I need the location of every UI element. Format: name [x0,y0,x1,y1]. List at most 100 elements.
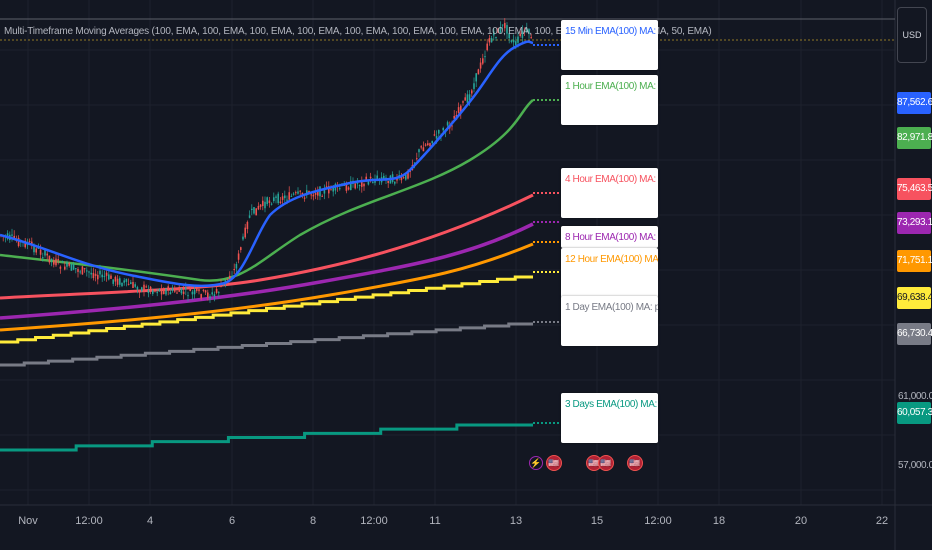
candle-body [473,83,475,89]
candle-body [193,289,196,295]
candle-body [167,286,169,290]
candle-body [123,280,125,283]
candle-body [218,292,220,294]
candle-body [92,272,95,279]
candle-body [385,177,387,179]
candle-body [347,187,350,190]
candle-body [119,278,121,285]
ema-3d-line [0,423,533,452]
candle-body [86,270,88,272]
candle-body [407,171,409,179]
us-flag-event-icon[interactable]: 🇺🇸 [598,455,614,471]
candle-body [88,271,90,273]
candle-body [72,264,75,270]
candle-body [66,262,68,267]
candle-body [266,197,268,205]
time-axis-label: 8 [309,515,317,527]
price-tag-12h: 71,751.14 [897,250,932,272]
candle-body [361,180,363,187]
candle-body [114,276,117,282]
indicator-title[interactable]: Multi-Timeframe Moving Averages (100, EM… [4,26,712,37]
candle-body [462,101,464,103]
currency-button[interactable]: USD [897,7,927,63]
ma-label-1d: 1 Day EMA(100) MA: price66730 [561,296,658,346]
candle-body [479,62,482,69]
candle-body [277,193,279,204]
candle-body [482,58,484,64]
candle-body [358,185,361,187]
time-axis-label: 12:00 [75,515,103,527]
candle-body [130,282,132,285]
time-axis-label: 12:00 [644,515,672,527]
candle-body [59,266,62,269]
candle-body [229,275,231,279]
candle-body [303,197,306,199]
candle-body [215,289,218,293]
candle-body [367,181,370,185]
candle-body [416,158,418,160]
candle-body [317,190,319,196]
candle-body [156,292,158,294]
candle-body [270,203,273,205]
candle-body [174,288,176,292]
candle-body [519,33,521,37]
candle-body [457,107,460,113]
ema-12h-line [0,242,534,332]
candle-body [418,149,420,153]
candle-body [103,275,106,277]
candle-body [369,176,372,179]
ema-1d-yellow-line [0,275,533,344]
candle-body [149,286,152,290]
candle-body [420,146,422,148]
candle-body [39,249,42,255]
time-axis-label: 20 [794,515,808,527]
us-flag-event-icon[interactable]: 🇺🇸 [546,455,562,471]
candle-body [281,196,284,200]
candle-body [57,259,59,261]
candle-body [526,28,528,32]
candle-body [48,255,51,263]
candle-body [152,290,154,294]
candle-body [460,105,462,114]
candle-body [13,235,15,240]
candle-body [187,295,189,297]
candle-body [383,175,385,180]
candle-body [314,193,317,195]
candle-body [354,183,356,189]
time-axis-label: 13 [509,515,523,527]
candle-body [255,208,257,216]
price-tag-1h: 82,971.85 [897,127,932,149]
candle-body [55,258,57,266]
candle-body [75,268,77,270]
candle-body [171,287,174,291]
candle-body [132,281,134,289]
time-axis-label: Nov [18,515,38,527]
time-axis-label: 22 [875,515,889,527]
candle-body [387,180,389,183]
ema-1h-line [0,99,534,282]
candle-body [290,195,293,197]
ema-15m-line [0,40,534,288]
candle-body [246,221,249,230]
candle-body [200,294,202,299]
candle-body [61,261,64,263]
time-axis-label: 4 [146,515,154,527]
candle-body [253,207,255,214]
candle-body [262,200,264,207]
us-flag-event-icon[interactable]: 🇺🇸 [627,455,643,471]
candle-body [523,29,526,31]
candle-body [394,181,396,184]
candle-body [99,270,101,275]
candle-body [310,194,312,196]
candle-body [77,269,79,272]
candle-body [251,208,253,210]
candle-body [501,24,504,26]
candle-body [50,258,53,261]
candle-body [530,37,532,39]
candle-body [68,262,70,266]
lightning-event-icon[interactable]: ⚡ [529,456,543,470]
candle-body [244,227,246,238]
candle-body [288,192,290,200]
ma-label-1h: 1 Hour EMA(100) MA: price82972 [561,75,658,125]
